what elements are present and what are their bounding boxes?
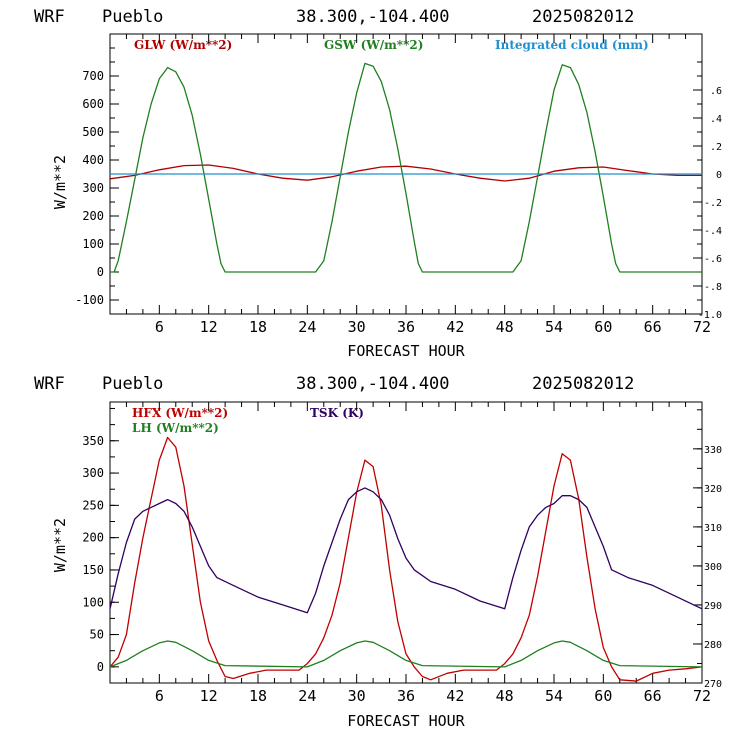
panel-2-legend-hfx: HFX (W/m**2) — [132, 406, 228, 420]
panel-2-ylabel: W/m**2 — [51, 518, 69, 572]
x-tick-label: 18 — [249, 687, 267, 705]
x-tick-label: 42 — [446, 687, 464, 705]
x-tick-label: 60 — [594, 318, 612, 336]
x-tick-label: 54 — [545, 687, 563, 705]
y2-tick-label: .4 — [710, 114, 722, 125]
y2-tick-label: .2 — [710, 142, 722, 153]
y-tick-label: 150 — [82, 563, 104, 577]
x-tick-label: 36 — [397, 318, 415, 336]
series-line-gsw — [110, 62, 702, 273]
panel-2-station: Pueblo — [102, 374, 163, 394]
panel-1-legend-cloud: Integrated cloud (mm) — [495, 38, 649, 52]
panel-1-header: WRF Pueblo 38.300,-104.400 2025082012 — [34, 7, 634, 27]
x-tick-label: 66 — [644, 687, 662, 705]
y2-tick-label: -.2 — [704, 198, 722, 209]
y-tick-label: 400 — [82, 153, 104, 167]
x-tick-label: 48 — [496, 687, 514, 705]
y-tick-label: 0 — [97, 265, 104, 279]
x-tick-label: 72 — [693, 687, 711, 705]
y2-tick-label: 0 — [716, 170, 722, 181]
series-line-hfx — [109, 436, 703, 682]
x-tick-label: 12 — [200, 318, 218, 336]
y-tick-label: 300 — [82, 466, 104, 480]
panel-1-ylabel: W/m**2 — [51, 155, 69, 209]
y2-tick-label: 310 — [704, 523, 722, 534]
panel-2-legend-tsk: TSK (K) — [310, 406, 364, 420]
y-tick-label: 500 — [82, 125, 104, 139]
y2-tick-label: .6 — [710, 86, 722, 97]
panel-2-xlabel: FORECAST HOUR — [347, 712, 465, 730]
y-tick-label: 100 — [82, 595, 104, 609]
y2-tick-label: 280 — [704, 640, 722, 651]
y-tick-label: 200 — [82, 531, 104, 545]
x-tick-label: 66 — [644, 318, 662, 336]
panel-1-legend: GLW (W/m**2) GSW (W/m**2) Integrated clo… — [134, 38, 649, 52]
x-tick-label: 30 — [348, 687, 366, 705]
y2-tick-label: 290 — [704, 601, 722, 612]
panel-1-axes: 6 12 18 24 30 36 42 48 54 60 66 72 -100 0 100 200 300 400… — [75, 33, 722, 336]
panel-1-legend-gsw: GSW (W/m**2) — [324, 38, 423, 52]
x-tick-label: 12 — [200, 687, 218, 705]
y-tick-label: 50 — [90, 628, 104, 642]
panel-2-coords: 38.300,-104.400 — [296, 374, 450, 394]
y2-tick-label: -1.0 — [698, 310, 722, 321]
y2-tick-label: 270 — [704, 679, 722, 690]
x-tick-label: 24 — [298, 318, 316, 336]
y-tick-label: 200 — [82, 209, 104, 223]
x-tick-label: 24 — [298, 687, 316, 705]
y2-tick-label: -.8 — [704, 282, 722, 293]
y-tick-label: 250 — [82, 498, 104, 512]
panel-2-series — [109, 436, 703, 682]
y2-tick-label: -.6 — [704, 254, 722, 265]
y2-tick-label: 330 — [704, 445, 722, 456]
y-tick-label: 600 — [82, 97, 104, 111]
panel-2-run: 2025082012 — [532, 374, 634, 394]
y2-tick-label: 300 — [704, 562, 722, 573]
panel-1-model: WRF — [34, 7, 65, 27]
panel-1-series — [109, 62, 702, 273]
y-tick-label: 100 — [82, 237, 104, 251]
x-tick-label: 6 — [155, 687, 164, 705]
x-tick-label: 6 — [155, 318, 164, 336]
panel-1-station: Pueblo — [102, 7, 163, 27]
series-line-tsk — [109, 487, 703, 614]
panel-2-legend-lh: LH (W/m**2) — [132, 421, 219, 435]
panel-1-run: 2025082012 — [532, 7, 634, 27]
x-tick-label: 36 — [397, 687, 415, 705]
y2-tick-label: -.4 — [704, 226, 722, 237]
y2-tick-label: 320 — [704, 484, 722, 495]
x-tick-label: 18 — [249, 318, 267, 336]
panel-2-header: WRF Pueblo 38.300,-104.400 2025082012 — [34, 374, 634, 394]
y-tick-label: 350 — [82, 434, 104, 448]
panel-2-legend: HFX (W/m**2) LH (W/m**2) TSK (K) — [132, 406, 364, 435]
panel-2-model: WRF — [34, 374, 65, 394]
y-tick-label: 0 — [97, 660, 104, 674]
panel-1-legend-glw: GLW (W/m**2) — [134, 38, 232, 52]
x-tick-label: 30 — [348, 318, 366, 336]
x-tick-label: 72 — [693, 318, 711, 336]
x-tick-label: 54 — [545, 318, 563, 336]
panel-2-axes: 6 12 18 24 30 36 42 48 54 60 66 72 0 50 100 150 200 250 30… — [82, 401, 722, 705]
x-tick-label: 42 — [446, 318, 464, 336]
y-tick-label: 700 — [82, 69, 104, 83]
y-tick-label: 300 — [82, 181, 104, 195]
x-tick-label: 48 — [496, 318, 514, 336]
series-line-glw — [109, 164, 702, 182]
panel-1-xlabel: FORECAST HOUR — [347, 342, 465, 360]
panel-1-coords: 38.300,-104.400 — [296, 7, 450, 27]
y-tick-label: -100 — [75, 293, 104, 307]
x-tick-label: 60 — [594, 687, 612, 705]
series-line-lh — [109, 640, 703, 668]
